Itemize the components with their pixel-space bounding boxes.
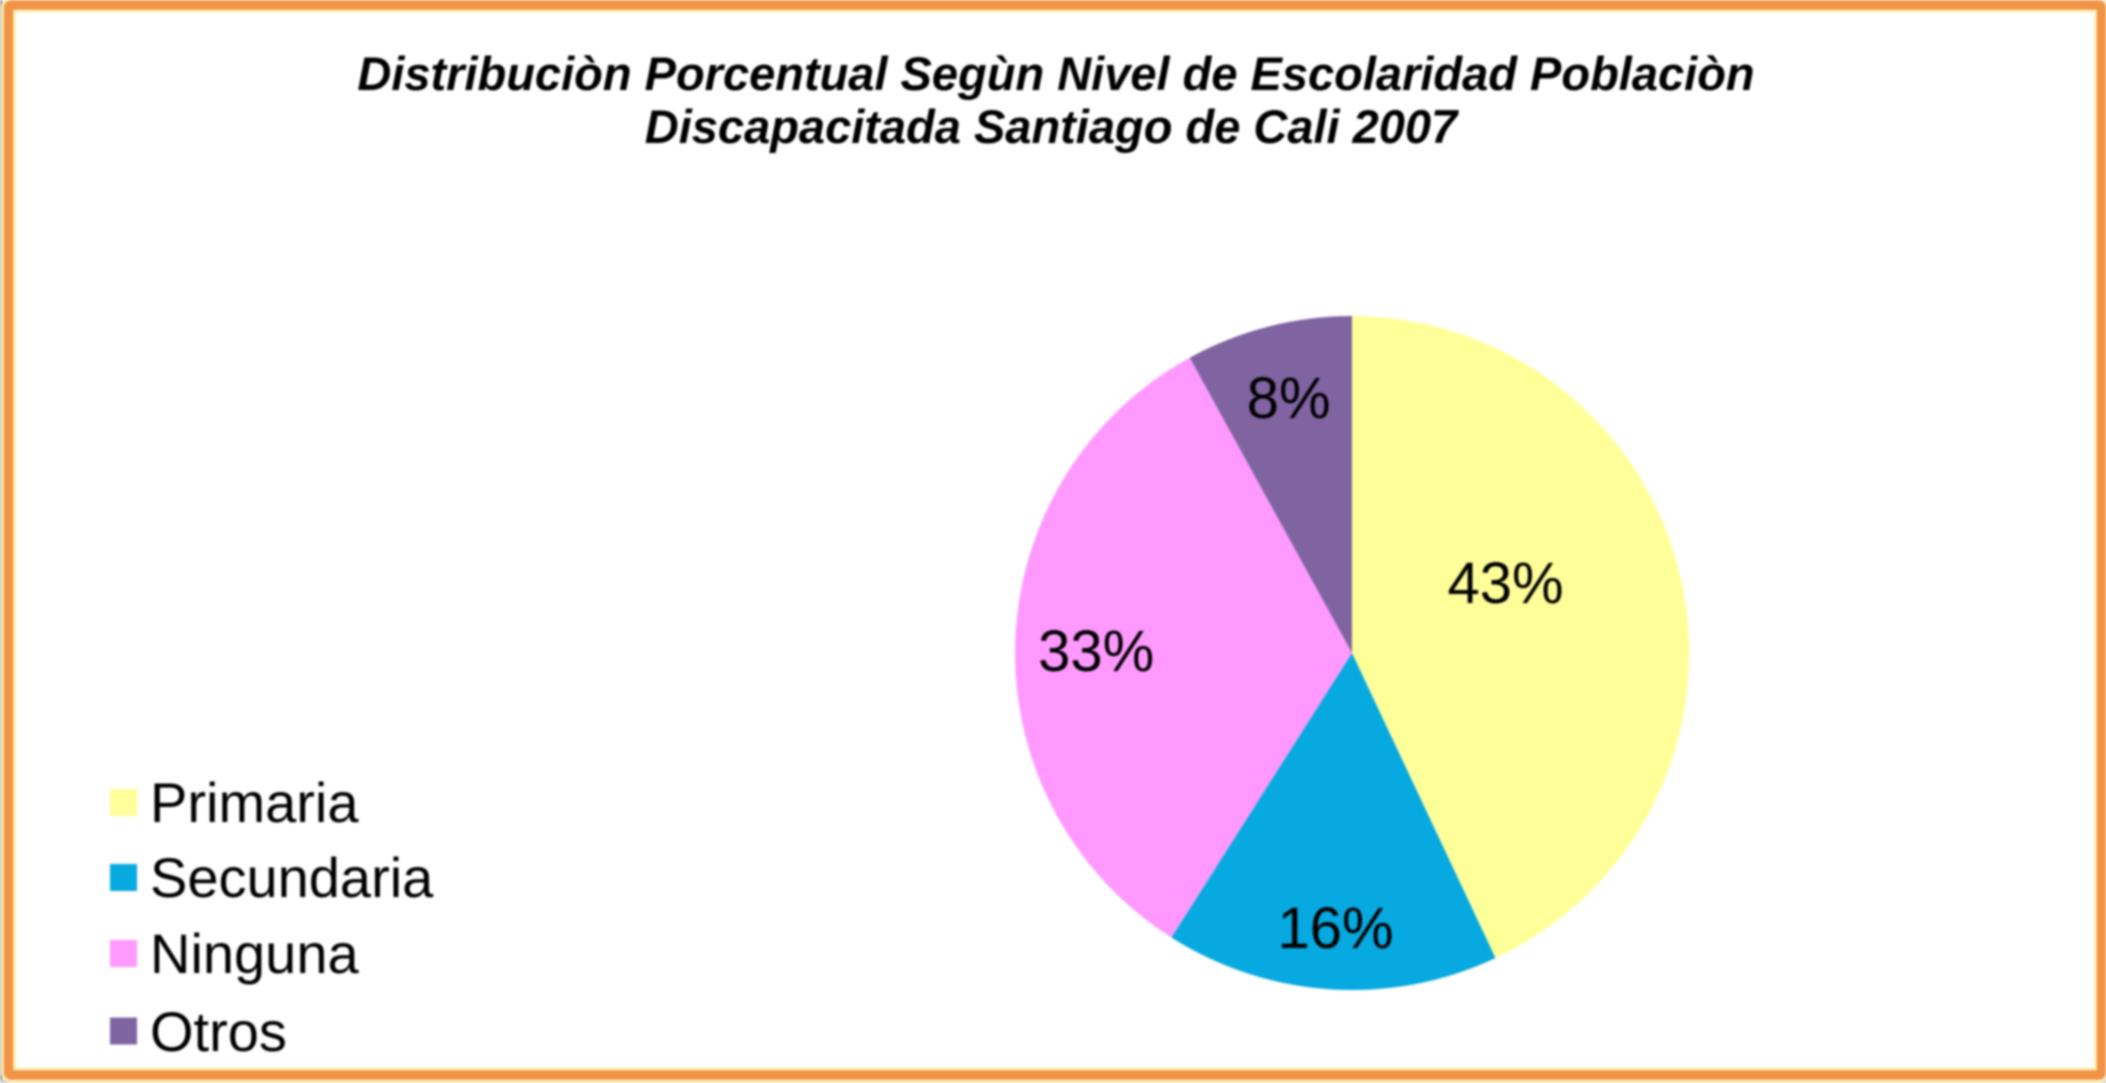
svg-text:43%: 43% xyxy=(1448,551,1564,616)
svg-text:Distribuciòn Porcentual Segùn: Distribuciòn Porcentual Segùn Nivel de E… xyxy=(357,47,1754,100)
svg-text:Ninguna: Ninguna xyxy=(150,922,359,985)
svg-text:33%: 33% xyxy=(1038,619,1154,684)
svg-text:Secundaria: Secundaria xyxy=(150,846,434,909)
svg-text:16%: 16% xyxy=(1278,896,1394,961)
svg-text:Primaria: Primaria xyxy=(150,771,359,834)
svg-text:Otros: Otros xyxy=(150,1000,287,1063)
svg-text:8%: 8% xyxy=(1247,366,1331,431)
svg-text:Discapacitada Santiago de Cali: Discapacitada Santiago de Cali 2007 xyxy=(645,100,1459,153)
